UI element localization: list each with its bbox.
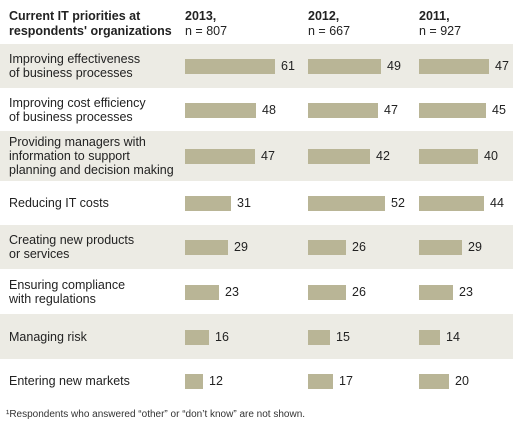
bar-2012: [308, 240, 346, 255]
bar-2011: [419, 330, 440, 345]
year-label: 2012,: [308, 9, 340, 23]
bar-value-label: 47: [384, 103, 398, 117]
bar-value-label: 61: [281, 59, 295, 73]
bar-value-label: 26: [352, 240, 366, 254]
bar-value-label: 15: [336, 330, 350, 344]
bar-value-label: 49: [387, 59, 401, 73]
category-label: Providing managers with information to s…: [9, 135, 174, 177]
category-row: Creating new products or services 29 26 29: [0, 225, 513, 269]
bar-value-label: 48: [262, 103, 276, 117]
bar-value-label: 47: [495, 59, 509, 73]
category-row: Improving cost efficiency of business pr…: [0, 88, 513, 131]
bar-2013: [185, 374, 203, 389]
year-label: 2011,: [419, 9, 450, 23]
bar-2011: [419, 196, 484, 211]
category-row: Reducing IT costs 31 52 44: [0, 181, 513, 225]
category-row: Providing managers with information to s…: [0, 131, 513, 181]
category-label: Managing risk: [9, 329, 87, 344]
category-row: Ensuring compliance with regulations 23 26…: [0, 269, 513, 314]
bar-value-label: 47: [261, 149, 275, 163]
chart-title: Current IT priorities at respondents' or…: [9, 9, 172, 38]
bar-value-label: 31: [237, 196, 251, 210]
bar-2012: [308, 374, 333, 389]
bar-2011: [419, 103, 486, 118]
bar-2012: [308, 149, 370, 164]
category-label: Reducing IT costs: [9, 196, 109, 210]
sample-size: n = 807: [185, 24, 228, 38]
sample-size: n = 667: [308, 24, 351, 38]
bar-2013: [185, 59, 275, 74]
bar-2012: [308, 196, 385, 211]
bar-value-label: 26: [352, 285, 366, 299]
category-row: Entering new markets 12 17 20: [0, 359, 513, 403]
bar-2012: [308, 103, 378, 118]
bar-value-label: 17: [339, 374, 353, 388]
bar-value-label: 23: [459, 285, 473, 299]
column-header-2013: 2013, n = 807: [185, 9, 227, 39]
bar-value-label: 29: [234, 240, 248, 254]
category-row: Managing risk 16 15 14: [0, 314, 513, 359]
bar-value-label: 40: [484, 149, 498, 163]
bar-2013: [185, 196, 231, 211]
column-header-2011: 2011, n = 927: [419, 9, 461, 39]
bar-value-label: 14: [446, 330, 460, 344]
category-label: Ensuring compliance with regulations: [9, 277, 126, 306]
bar-value-label: 23: [225, 285, 239, 299]
bar-value-label: 29: [468, 240, 482, 254]
bar-2011: [419, 240, 462, 255]
year-label: 2013,: [185, 9, 217, 23]
bar-2013: [185, 149, 255, 164]
bar-2011: [419, 149, 478, 164]
sample-size: n = 927: [419, 24, 462, 38]
bar-2013: [185, 103, 256, 118]
bar-2011: [419, 374, 449, 389]
bar-value-label: 44: [490, 196, 504, 210]
category-label: Improving cost efficiency of business pr…: [9, 95, 146, 124]
bar-2011: [419, 285, 453, 300]
bar-2013: [185, 285, 219, 300]
bar-value-label: 12: [209, 374, 223, 388]
bar-2011: [419, 59, 489, 74]
bar-value-label: 16: [215, 330, 229, 344]
bar-value-label: 52: [391, 196, 405, 210]
column-header-2012: 2012, n = 667: [308, 9, 350, 39]
category-label: Improving effectiveness of business proc…: [9, 52, 141, 80]
bar-2012: [308, 330, 330, 345]
bar-2012: [308, 285, 346, 300]
category-label: Entering new markets: [9, 374, 130, 388]
footnote: ¹Respondents who answered “other” or “do…: [6, 409, 306, 420]
bar-2012: [308, 59, 381, 74]
bar-value-label: 45: [492, 103, 506, 117]
bar-2013: [185, 330, 209, 345]
bar-value-label: 20: [455, 374, 469, 388]
bar-value-label: 42: [376, 149, 390, 163]
category-label: Creating new products or services: [9, 233, 135, 261]
bar-2013: [185, 240, 228, 255]
category-row: Improving effectiveness of business proc…: [0, 44, 513, 88]
